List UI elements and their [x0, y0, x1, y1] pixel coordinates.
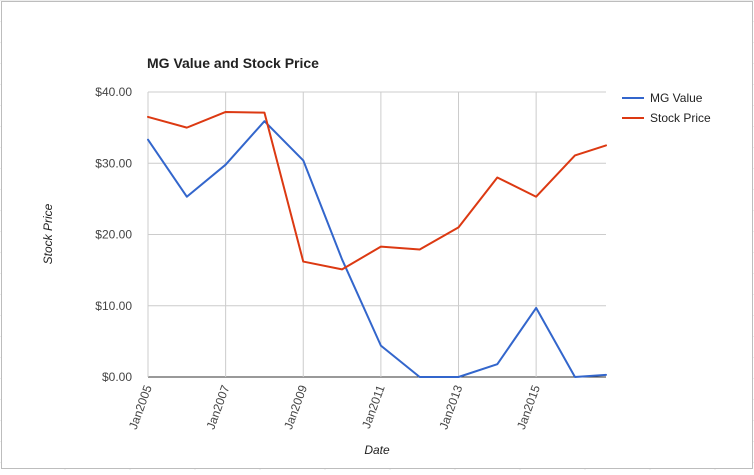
series-line-mg-value — [147, 120, 607, 378]
series-lines — [147, 110, 607, 378]
y-tick-label: $10.00 — [95, 299, 132, 313]
y-axis-title: Stock Price — [41, 203, 55, 264]
legend: MG Value Stock Price — [622, 91, 711, 125]
y-tick-label: $0.00 — [102, 370, 132, 384]
x-axis-title: Date — [364, 443, 390, 457]
y-tick-label: $40.00 — [95, 85, 132, 99]
legend-label: Stock Price — [650, 111, 711, 125]
chart-title: MG Value and Stock Price — [147, 55, 319, 71]
series-line-stock-price — [147, 110, 607, 271]
legend-label: MG Value — [650, 91, 703, 105]
y-axis: $0.00 $10.00 $20.00 $30.00 $40.00 — [95, 85, 132, 384]
y-tick-label: $30.00 — [95, 156, 132, 170]
gridlines — [147, 91, 606, 378]
y-tick-label: $20.00 — [95, 228, 132, 242]
